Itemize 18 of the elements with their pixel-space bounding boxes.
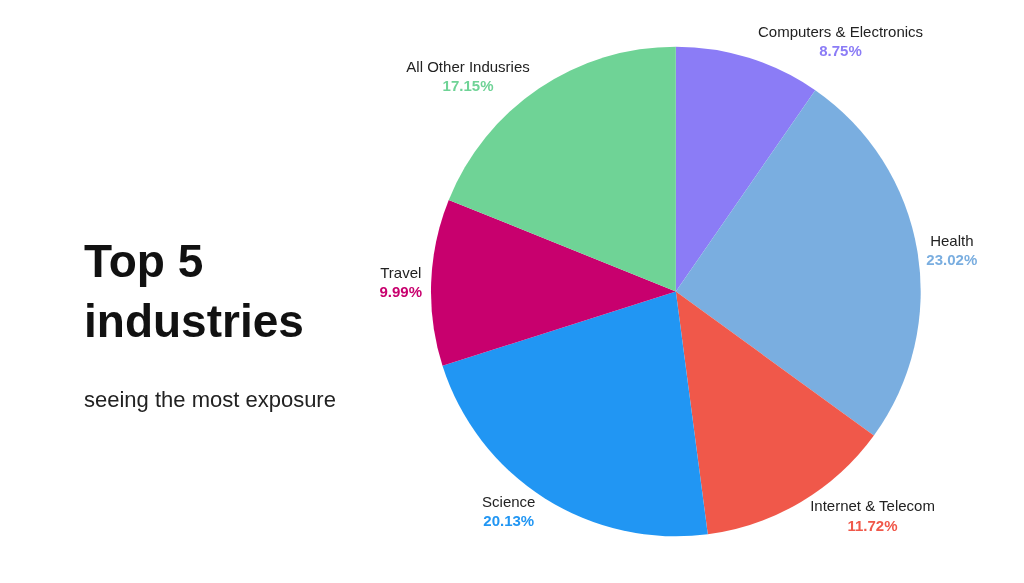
data-label: 17.15% [442, 77, 494, 95]
data-label: 20.13% [483, 512, 535, 530]
data-label: 11.72% [847, 516, 898, 534]
slice-label: All Other Indusries [406, 57, 530, 75]
text: seeing the most exposure [84, 387, 336, 412]
slice-label: Computers & Electronics [758, 22, 924, 40]
pie-slice [675, 46, 816, 292]
pie-slice [442, 291, 708, 537]
data-label: 9.99% [379, 283, 423, 301]
text: Top 5 industries [84, 235, 304, 347]
data-label: 23.02% [926, 251, 978, 269]
slice-label: Science [482, 492, 536, 510]
pie-slice [431, 199, 676, 366]
slice-label: Internet & Telecom [810, 497, 935, 515]
pie-slice [675, 90, 921, 436]
data-label: 8.75% [819, 42, 862, 60]
slice-label: Travel [380, 263, 422, 281]
slice-label: Health [930, 231, 974, 249]
